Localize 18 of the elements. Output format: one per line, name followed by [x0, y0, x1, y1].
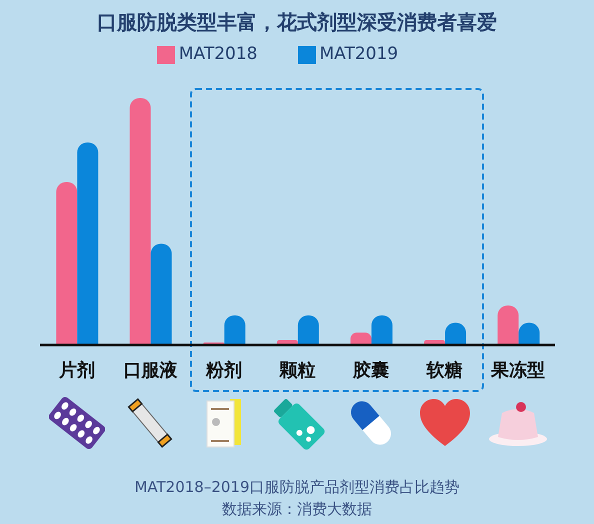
legend-label: MAT2018 — [178, 44, 258, 64]
x-tick-label: 胶囊 — [352, 360, 390, 381]
bar — [77, 142, 98, 345]
x-tick-label: 口服液 — [123, 360, 178, 381]
x-tick-label: 颗粒 — [278, 360, 316, 381]
text: MAT2018–2019口服防脱产品剂型消费占比趋势 — [133, 478, 461, 497]
x-tick-label: 片剂 — [58, 360, 95, 381]
chart-title: 口服防脱类型丰富，花式剂型深受消费者喜爱 — [96, 9, 498, 36]
bar — [350, 332, 372, 345]
bar — [56, 182, 78, 345]
legend-label: MAT2019 — [320, 44, 398, 64]
x-tick-label: 果冻型 — [490, 360, 546, 381]
x-tick-label: 粉剂 — [204, 360, 242, 381]
bar — [498, 305, 519, 345]
x-tick-label: 软糖 — [426, 360, 463, 381]
bar — [130, 98, 151, 345]
bar — [150, 244, 172, 345]
source-note: 数据来源：消费大数据 — [221, 500, 373, 519]
